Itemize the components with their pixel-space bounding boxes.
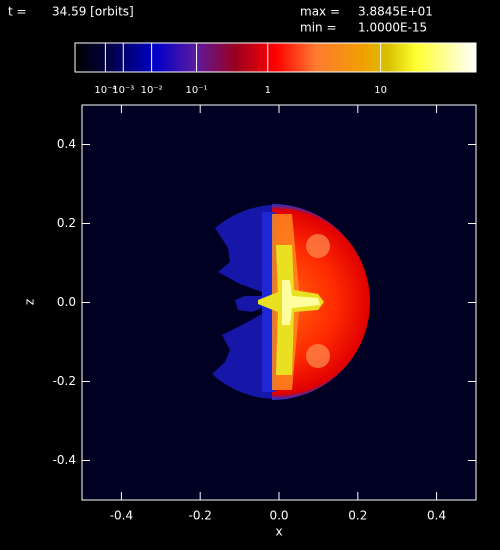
colorbar	[74, 42, 477, 73]
min-label: min =	[300, 21, 337, 35]
colorbar-tick-label: 1	[265, 85, 271, 96]
y-axis-label: z	[23, 299, 37, 305]
x-tick-label: -0.2	[188, 509, 211, 523]
time-label: t =	[8, 5, 27, 19]
white-core	[282, 280, 320, 325]
colorbar-tick-label: 10	[374, 85, 387, 96]
y-tick-label: -0.4	[53, 453, 76, 467]
x-tick-label: 0.2	[348, 509, 367, 523]
y-tick-label: 0.4	[57, 137, 76, 151]
colorbar-tick-label: 10⁻³	[112, 85, 134, 96]
x-tick-label: -0.4	[110, 509, 133, 523]
time-value: 34.59 [orbits]	[52, 5, 134, 19]
colorbar-tick-label: 10⁻¹	[186, 85, 208, 96]
x-tick-label: 0.4	[427, 509, 446, 523]
blob	[306, 344, 330, 368]
y-tick-label: 0.2	[57, 216, 76, 230]
blue-region	[212, 205, 272, 399]
y-tick-label: -0.2	[53, 374, 76, 388]
simulation-image	[212, 204, 370, 400]
colorbar-tick-label: 10⁻⁴	[94, 85, 116, 96]
x-tick-label: 0.0	[269, 509, 288, 523]
max-label: max =	[300, 5, 340, 19]
min-value: 1.0000E-15	[358, 21, 427, 35]
blob	[306, 234, 330, 258]
x-axis-label: x	[275, 525, 282, 539]
colorbar-tick-label: 10⁻²	[141, 85, 163, 96]
y-tick-label: 0.0	[57, 295, 76, 309]
max-value: 3.8845E+01	[358, 5, 433, 19]
